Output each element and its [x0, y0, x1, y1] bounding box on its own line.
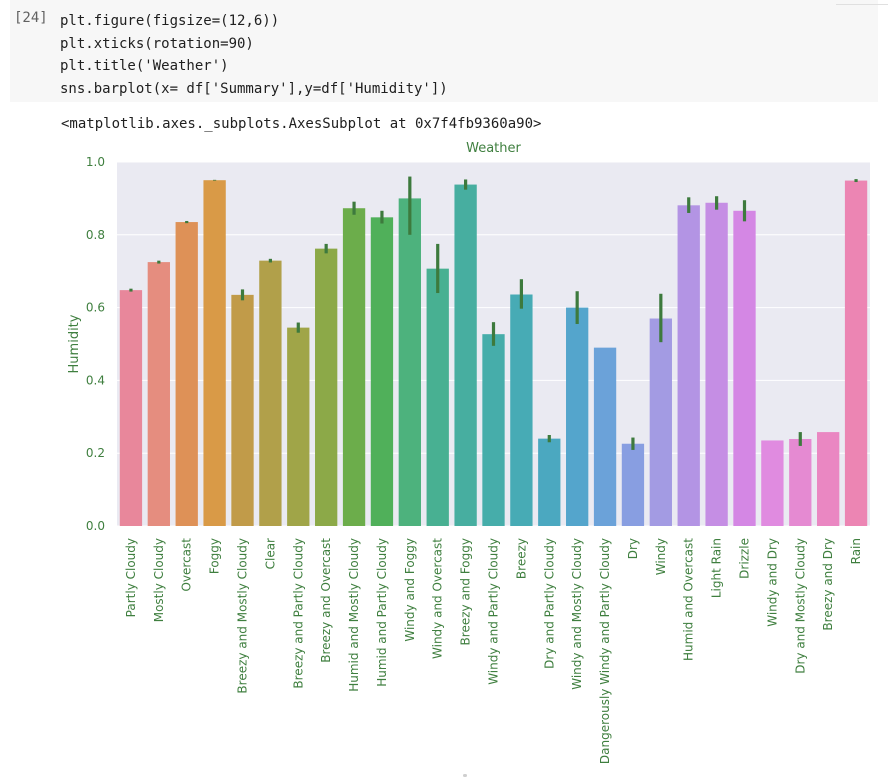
x-tick-label: Dry and Partly Cloudy — [542, 538, 556, 669]
x-tick-label: Breezy and Foggy — [459, 538, 473, 645]
y-tick-label: 0.4 — [86, 373, 105, 387]
bar — [593, 347, 617, 526]
bar — [621, 443, 645, 526]
x-tick-label: Humid and Overcast — [682, 538, 696, 661]
code-cell[interactable] — [10, 0, 878, 102]
x-tick-label: Humid and Partly Cloudy — [375, 538, 389, 687]
bar — [761, 440, 784, 526]
x-tick-label: Light Rain — [710, 538, 724, 598]
bar — [398, 198, 421, 526]
x-tick-label: Windy and Dry — [765, 538, 779, 627]
bar — [342, 208, 366, 526]
x-tick-label: Humid and Mostly Cloudy — [347, 538, 361, 692]
chart-title: Weather — [466, 141, 521, 156]
x-tick-label: Overcast — [180, 538, 194, 592]
cell-output-text: <matplotlib.axes._subplots.AxesSubplot a… — [61, 116, 542, 132]
x-tick-label: Windy and Foggy — [403, 538, 417, 642]
cell-toolbar-handle[interactable] — [836, 0, 888, 5]
bar — [538, 438, 561, 526]
x-tick-label: Clear — [263, 538, 277, 569]
y-tick-label: 0.0 — [86, 519, 105, 533]
y-axis-label: Humidity — [67, 314, 82, 373]
x-tick-label: Dangerously Windy and Partly Cloudy — [598, 538, 612, 764]
x-tick-label: Drizzle — [738, 538, 752, 579]
code-line: plt.xticks(rotation=90) — [60, 35, 254, 52]
bar — [705, 202, 728, 526]
x-tick-label: Dry — [626, 538, 640, 559]
x-tick-label: Windy — [654, 538, 668, 575]
bar — [259, 260, 282, 526]
y-tick-label: 0.8 — [86, 228, 105, 242]
bar — [315, 248, 338, 526]
x-tick-label: Mostly Cloudy — [152, 538, 166, 622]
x-tick-label: Foggy — [208, 538, 222, 574]
bar — [287, 327, 310, 526]
x-tick-label: Breezy and Partly Cloudy — [291, 538, 305, 689]
bar — [175, 222, 198, 526]
bar — [203, 180, 226, 526]
execution-count: [24] — [14, 10, 48, 26]
x-tick-label: Windy and Overcast — [431, 538, 445, 659]
x-tick-label: Windy and Partly Cloudy — [487, 538, 501, 685]
bar — [817, 432, 840, 526]
x-tick-label: Breezy and Dry — [821, 538, 835, 631]
bar — [147, 262, 170, 526]
bar — [789, 439, 812, 526]
x-tick-label: Breezy and Mostly Cloudy — [236, 538, 250, 694]
code-line: sns.barplot(x= df['Summary'],y=df['Humid… — [60, 80, 448, 97]
bar — [733, 210, 756, 526]
bar — [844, 180, 868, 526]
bar — [649, 318, 672, 526]
code-line: plt.figure(figsize=(12,6)) — [60, 13, 280, 29]
x-tick-label: Breezy — [514, 538, 528, 579]
x-tick-label: Dry and Mostly Cloudy — [793, 538, 807, 674]
code-editor[interactable]: plt.figure(figsize=(12,6)) plt.xticks(rot… — [60, 10, 448, 100]
x-tick-label: Rain — [849, 538, 863, 564]
bar — [370, 217, 394, 526]
y-tick-label: 0.6 — [86, 301, 105, 315]
bar — [119, 290, 143, 526]
bar — [677, 205, 700, 527]
x-tick-label: Windy and Mostly Cloudy — [570, 538, 584, 690]
y-tick-label: 1.0 — [86, 155, 105, 169]
bar — [454, 184, 477, 526]
y-tick-label: 0.2 — [86, 446, 105, 460]
x-tick-label: Breezy and Overcast — [319, 538, 333, 663]
scroll-indicator — [463, 774, 467, 777]
bar — [482, 334, 505, 526]
x-tick-label: Partly Cloudy — [124, 538, 138, 617]
bar — [426, 268, 449, 526]
bar — [566, 307, 589, 526]
bar — [231, 294, 254, 526]
code-line: plt.title('Weather') — [60, 58, 229, 74]
bar — [510, 294, 533, 526]
